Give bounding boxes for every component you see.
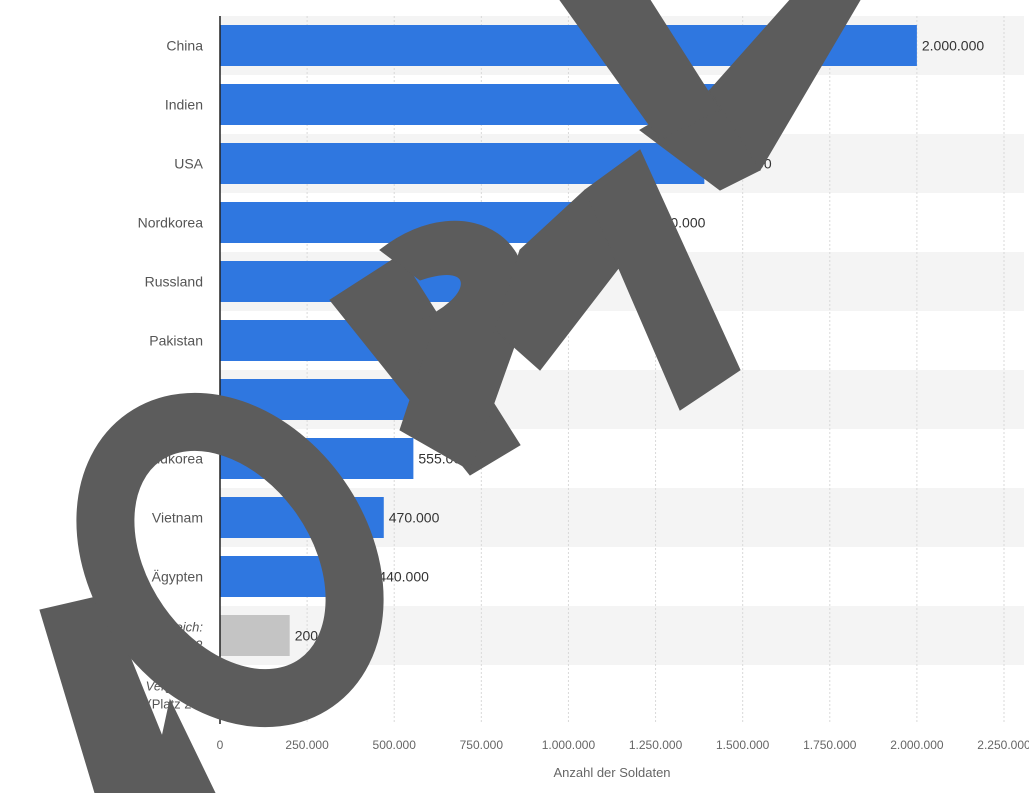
category-label: Nordkorea bbox=[138, 215, 204, 231]
category-label: Indien bbox=[165, 97, 203, 113]
x-tick-label: 250.000 bbox=[285, 738, 329, 752]
category-labels: China Indien USA Nordkorea Russland Pakistan I… bbox=[71, 38, 203, 712]
category-label: Ukraine (Platz 2 bbox=[111, 638, 203, 653]
value-label: 555.000 bbox=[418, 451, 469, 467]
x-tick-label: 750.000 bbox=[460, 738, 504, 752]
category-label: Ägypten bbox=[152, 569, 203, 585]
x-tick-label: 0 bbox=[217, 738, 224, 752]
bar bbox=[220, 25, 917, 66]
value-label: 1.200.000 bbox=[643, 215, 705, 231]
value-label: 440.000 bbox=[378, 569, 429, 585]
bar bbox=[220, 674, 285, 715]
bar bbox=[220, 438, 414, 479]
bar bbox=[220, 556, 374, 597]
category-note: zum Vergleich: bbox=[117, 679, 204, 694]
x-tick-label: 2.000.000 bbox=[890, 738, 944, 752]
x-tick-label: 500.000 bbox=[373, 738, 417, 752]
bar bbox=[220, 615, 290, 656]
x-tick-labels: 0 250.000 500.000 750.000 1.000.000 1.250.000… bbox=[217, 738, 1029, 752]
category-label: Südkorea bbox=[143, 451, 203, 467]
bar bbox=[220, 84, 726, 125]
x-tick-label: 2.250.000 bbox=[977, 738, 1029, 752]
value-label: 184.000 bbox=[289, 687, 340, 703]
x-tick-label: 1.250.000 bbox=[629, 738, 683, 752]
value-label: 572.000 bbox=[424, 392, 475, 408]
x-axis-title: Anzahl der Soldaten bbox=[553, 765, 670, 780]
category-label: Deutschland (Platz 26) bbox=[71, 697, 203, 712]
category-note: zum Vergleich: bbox=[117, 620, 204, 635]
category-label: USA bbox=[174, 156, 203, 172]
bar bbox=[220, 320, 448, 361]
value-label: 2.000.000 bbox=[922, 38, 984, 54]
value-label: 1.450.000 bbox=[730, 97, 792, 113]
x-tick-label: 1.500.000 bbox=[716, 738, 770, 752]
category-label: Vietnam bbox=[152, 510, 203, 526]
value-label: 200.000 bbox=[295, 628, 346, 644]
bar bbox=[220, 202, 639, 243]
value-label: 1.390.000 bbox=[709, 156, 771, 172]
value-label: 470.000 bbox=[389, 510, 440, 526]
value-label: 654.000 bbox=[453, 333, 504, 349]
bar bbox=[220, 497, 384, 538]
x-tick-label: 1.000.000 bbox=[542, 738, 596, 752]
bar bbox=[220, 261, 510, 302]
category-label: Russland bbox=[145, 274, 203, 290]
category-label: Iran bbox=[179, 392, 203, 408]
category-label: Pakistan bbox=[149, 333, 203, 349]
bar bbox=[220, 143, 705, 184]
bar bbox=[220, 379, 420, 420]
value-label: 830.900 bbox=[515, 274, 566, 290]
category-label: China bbox=[166, 38, 203, 54]
x-tick-label: 1.750.000 bbox=[803, 738, 857, 752]
